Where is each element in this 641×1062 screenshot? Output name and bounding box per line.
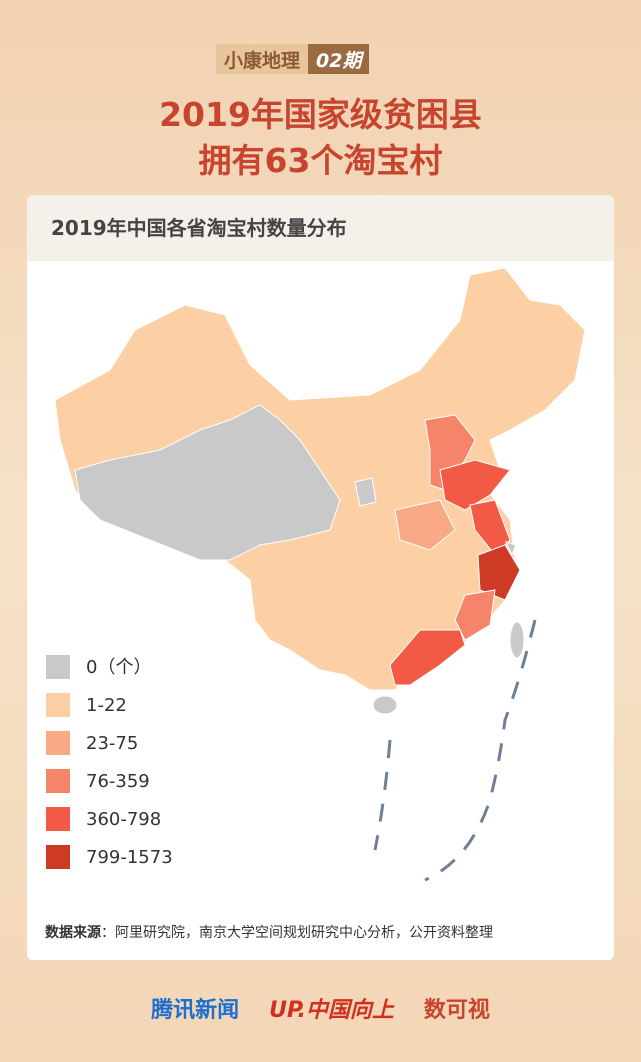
region bbox=[354, 477, 377, 507]
region bbox=[477, 544, 521, 601]
legend-swatch bbox=[46, 655, 70, 679]
nine-dash-line bbox=[373, 619, 537, 882]
source-text: ：阿里研究院，南京大学空间规划研究中心分析，公开资料整理 bbox=[101, 925, 493, 941]
region bbox=[509, 621, 525, 659]
region bbox=[505, 541, 517, 557]
region bbox=[74, 404, 341, 561]
title-line: 拥有63个淘宝村 bbox=[198, 141, 443, 180]
legend-label: 0（个） bbox=[86, 657, 151, 678]
legend-swatch bbox=[46, 769, 70, 793]
source: 数据来源：阿里研究院，南京大学空间规划研究中心分析，公开资料整理 bbox=[45, 922, 493, 942]
legend-swatch bbox=[46, 807, 70, 831]
title-line: 2019年国家级贫困县 bbox=[159, 95, 482, 134]
brand: 腾讯新闻 bbox=[151, 998, 240, 1023]
issue: 02期 bbox=[308, 44, 370, 74]
legend-swatch bbox=[46, 731, 70, 755]
region bbox=[389, 629, 466, 686]
brand: 数可视 bbox=[423, 998, 490, 1023]
legend: 0（个） 1-22 23-75 76-359 360-798 799-1573 bbox=[46, 655, 173, 869]
card-title: 2019年中国各省淘宝村数量分布 bbox=[27, 195, 614, 261]
legend-label: 76-359 bbox=[86, 771, 150, 792]
legend-label: 1-22 bbox=[86, 695, 127, 716]
legend-label: 360-798 bbox=[86, 809, 161, 830]
map-card: 2019年中国各省淘宝村数量分布 0（个） 1-22 23-75 76-359 360-… bbox=[27, 195, 614, 960]
series-tag: 小康地理 02期 bbox=[216, 44, 370, 74]
legend-label: 799-1573 bbox=[86, 847, 173, 868]
series-name: 小康地理 bbox=[216, 44, 309, 74]
footer: 腾讯新闻 UP.中国向上 数可视 bbox=[0, 992, 641, 1024]
source-label: 数据来源 bbox=[45, 925, 101, 941]
region bbox=[372, 695, 398, 715]
region bbox=[439, 459, 511, 511]
region bbox=[454, 589, 496, 641]
brand: UP.中国向上 bbox=[269, 998, 394, 1023]
legend-swatch bbox=[46, 693, 70, 717]
map: 0（个） 1-22 23-75 76-359 360-798 799-1573 bbox=[46, 267, 586, 882]
region bbox=[394, 499, 456, 551]
legend-swatch bbox=[46, 845, 70, 869]
legend-label: 23-75 bbox=[86, 733, 138, 754]
